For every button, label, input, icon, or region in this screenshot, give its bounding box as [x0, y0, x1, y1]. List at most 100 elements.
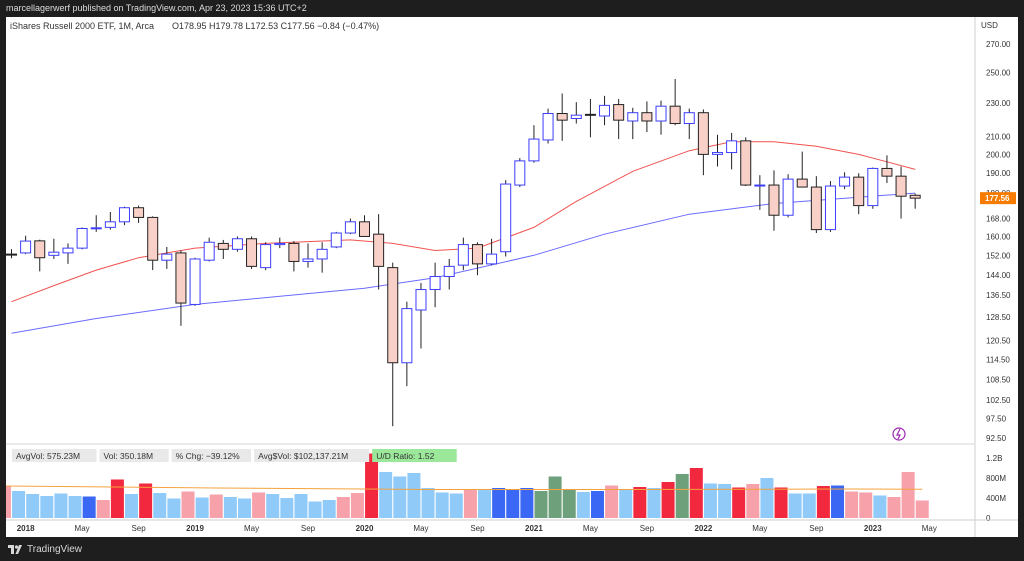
candle-2019-06[interactable]	[260, 242, 272, 271]
last-price-label: 177.56	[985, 194, 1010, 203]
candle-2022-11[interactable]	[839, 172, 851, 190]
price-tick-136.50: 136.50	[986, 291, 1011, 300]
candle-2022-05[interactable]	[754, 175, 766, 210]
tradingview-logo-icon	[8, 544, 22, 554]
price-tick-200.00: 200.00	[986, 150, 1011, 159]
candle-2022-06[interactable]	[768, 170, 780, 231]
candle-2022-10[interactable]	[824, 181, 836, 232]
volume-bar	[576, 492, 590, 518]
candle-2018-11[interactable]	[161, 246, 173, 269]
candle-2023-01[interactable]	[867, 167, 879, 209]
time-tick-Sep: Sep	[470, 524, 485, 533]
volume-tick-800M: 800M	[986, 474, 1006, 483]
candle-2021-12[interactable]	[683, 108, 695, 140]
candle-2019-07[interactable]	[274, 237, 286, 249]
candle-2021-06[interactable]	[599, 95, 611, 126]
volume-stat-1: Vol: 350.18M	[104, 451, 154, 461]
candle-2019-11[interactable]	[330, 231, 342, 249]
volume-bar	[252, 492, 266, 518]
candle-2020-12[interactable]	[514, 158, 526, 188]
candle-2021-11[interactable]	[669, 78, 681, 126]
candle-2020-01[interactable]	[359, 215, 370, 237]
candle-2022-12[interactable]	[853, 173, 865, 215]
candle-2022-03[interactable]	[726, 132, 738, 170]
price-pane[interactable]	[6, 78, 974, 445]
price-tick-168.00: 168.00	[986, 215, 1011, 224]
volume-stat-box	[171, 449, 252, 462]
candle-2020-05[interactable]	[415, 282, 427, 349]
candle-2021-02[interactable]	[542, 108, 554, 144]
candle-2020-04[interactable]	[401, 301, 413, 387]
candle-2018-03[interactable]	[48, 238, 60, 259]
volume-tick-400M: 400M	[986, 494, 1006, 503]
price-tick-190.00: 190.00	[986, 169, 1011, 178]
candle-2018-02[interactable]	[34, 239, 46, 272]
candle-2021-04[interactable]	[570, 102, 582, 124]
volume-bar	[195, 497, 209, 518]
candle-2018-07[interactable]	[104, 211, 116, 230]
candle-2021-05[interactable]	[584, 98, 596, 138]
price-tick-270.00: 270.00	[986, 40, 1011, 49]
candle-2017-12[interactable]	[6, 249, 17, 259]
candle-2018-10[interactable]	[147, 216, 159, 271]
candle-2020-02[interactable]	[373, 214, 385, 290]
price-axis[interactable]: 270.00250.00230.00210.00200.00190.00180.…	[974, 17, 1016, 537]
candle-2021-01[interactable]	[528, 125, 540, 163]
candle-2020-11[interactable]	[500, 180, 512, 257]
candle-2023-04[interactable]	[909, 193, 921, 209]
candle-2018-06[interactable]	[90, 215, 102, 232]
candle-2019-12[interactable]	[344, 218, 356, 235]
candle-2018-01[interactable]	[20, 235, 32, 255]
candle-2019-04[interactable]	[231, 236, 243, 252]
candle-2019-03[interactable]	[217, 239, 229, 259]
candle-2019-02[interactable]	[203, 237, 215, 262]
chart-frame[interactable]: AvgVol: 575.23M Vol: 350.18M % Chg: −39.12…	[0, 17, 1018, 537]
time-tick-May: May	[413, 524, 428, 533]
candle-2022-04[interactable]	[740, 137, 752, 187]
candle-2021-07[interactable]	[613, 98, 625, 140]
candle-2019-08[interactable]	[288, 241, 300, 272]
candle-2019-10[interactable]	[316, 242, 328, 273]
candle-2020-08[interactable]	[457, 237, 469, 271]
candle-2022-08[interactable]	[796, 151, 808, 188]
candle-2023-03[interactable]	[895, 166, 907, 219]
candle-2022-02[interactable]	[712, 134, 723, 167]
candle-2020-06[interactable]	[429, 262, 441, 308]
time-tick-2023: 2023	[864, 524, 882, 533]
candle-2018-08[interactable]	[118, 206, 130, 226]
candle-2018-12[interactable]	[175, 250, 187, 326]
candle-2020-10[interactable]	[486, 238, 498, 266]
volume-stat-3: Avg$Vol: $102,137.21M	[258, 451, 348, 461]
volume-bar	[760, 478, 774, 518]
candle-2020-07[interactable]	[443, 258, 455, 290]
volume-bar	[153, 493, 167, 518]
volume-bar	[605, 485, 619, 518]
price-tick-102.50: 102.50	[986, 396, 1011, 405]
lightning-icon[interactable]	[892, 427, 906, 441]
time-tick-May: May	[75, 524, 90, 533]
candle-2019-09[interactable]	[302, 243, 314, 268]
candle-2020-09[interactable]	[471, 242, 483, 276]
volume-bar	[223, 497, 237, 518]
volume-pane[interactable]: AvgVol: 575.23M Vol: 350.18M % Chg: −39.12…	[0, 449, 929, 518]
candle-2019-01[interactable]	[189, 257, 201, 306]
candle-2020-03[interactable]	[387, 262, 399, 427]
volume-bar	[901, 472, 915, 518]
chart-svg[interactable]: AvgVol: 575.23M Vol: 350.18M % Chg: −39.12…	[0, 17, 1018, 537]
candle-2021-09[interactable]	[641, 101, 653, 133]
candle-2018-04[interactable]	[62, 243, 74, 264]
price-tick-230.00: 230.00	[986, 99, 1011, 108]
candle-2021-10[interactable]	[655, 100, 667, 135]
candle-2022-07[interactable]	[782, 174, 794, 218]
candle-2022-09[interactable]	[810, 176, 822, 234]
candle-2018-09[interactable]	[133, 205, 145, 223]
volume-bar	[732, 487, 746, 518]
candle-2021-08[interactable]	[627, 107, 639, 140]
candle-2023-02[interactable]	[881, 155, 893, 184]
time-axis[interactable]: 2018 May Sep 2019 May Sep 2020 May Sep 2021 May Sep…	[6, 519, 1018, 533]
candle-2018-05[interactable]	[76, 227, 88, 250]
tradingview-footer[interactable]: TradingView	[8, 541, 82, 557]
candle-2019-05[interactable]	[246, 236, 258, 269]
candle-2022-01[interactable]	[697, 109, 709, 176]
candle-2021-03[interactable]	[556, 93, 568, 141]
